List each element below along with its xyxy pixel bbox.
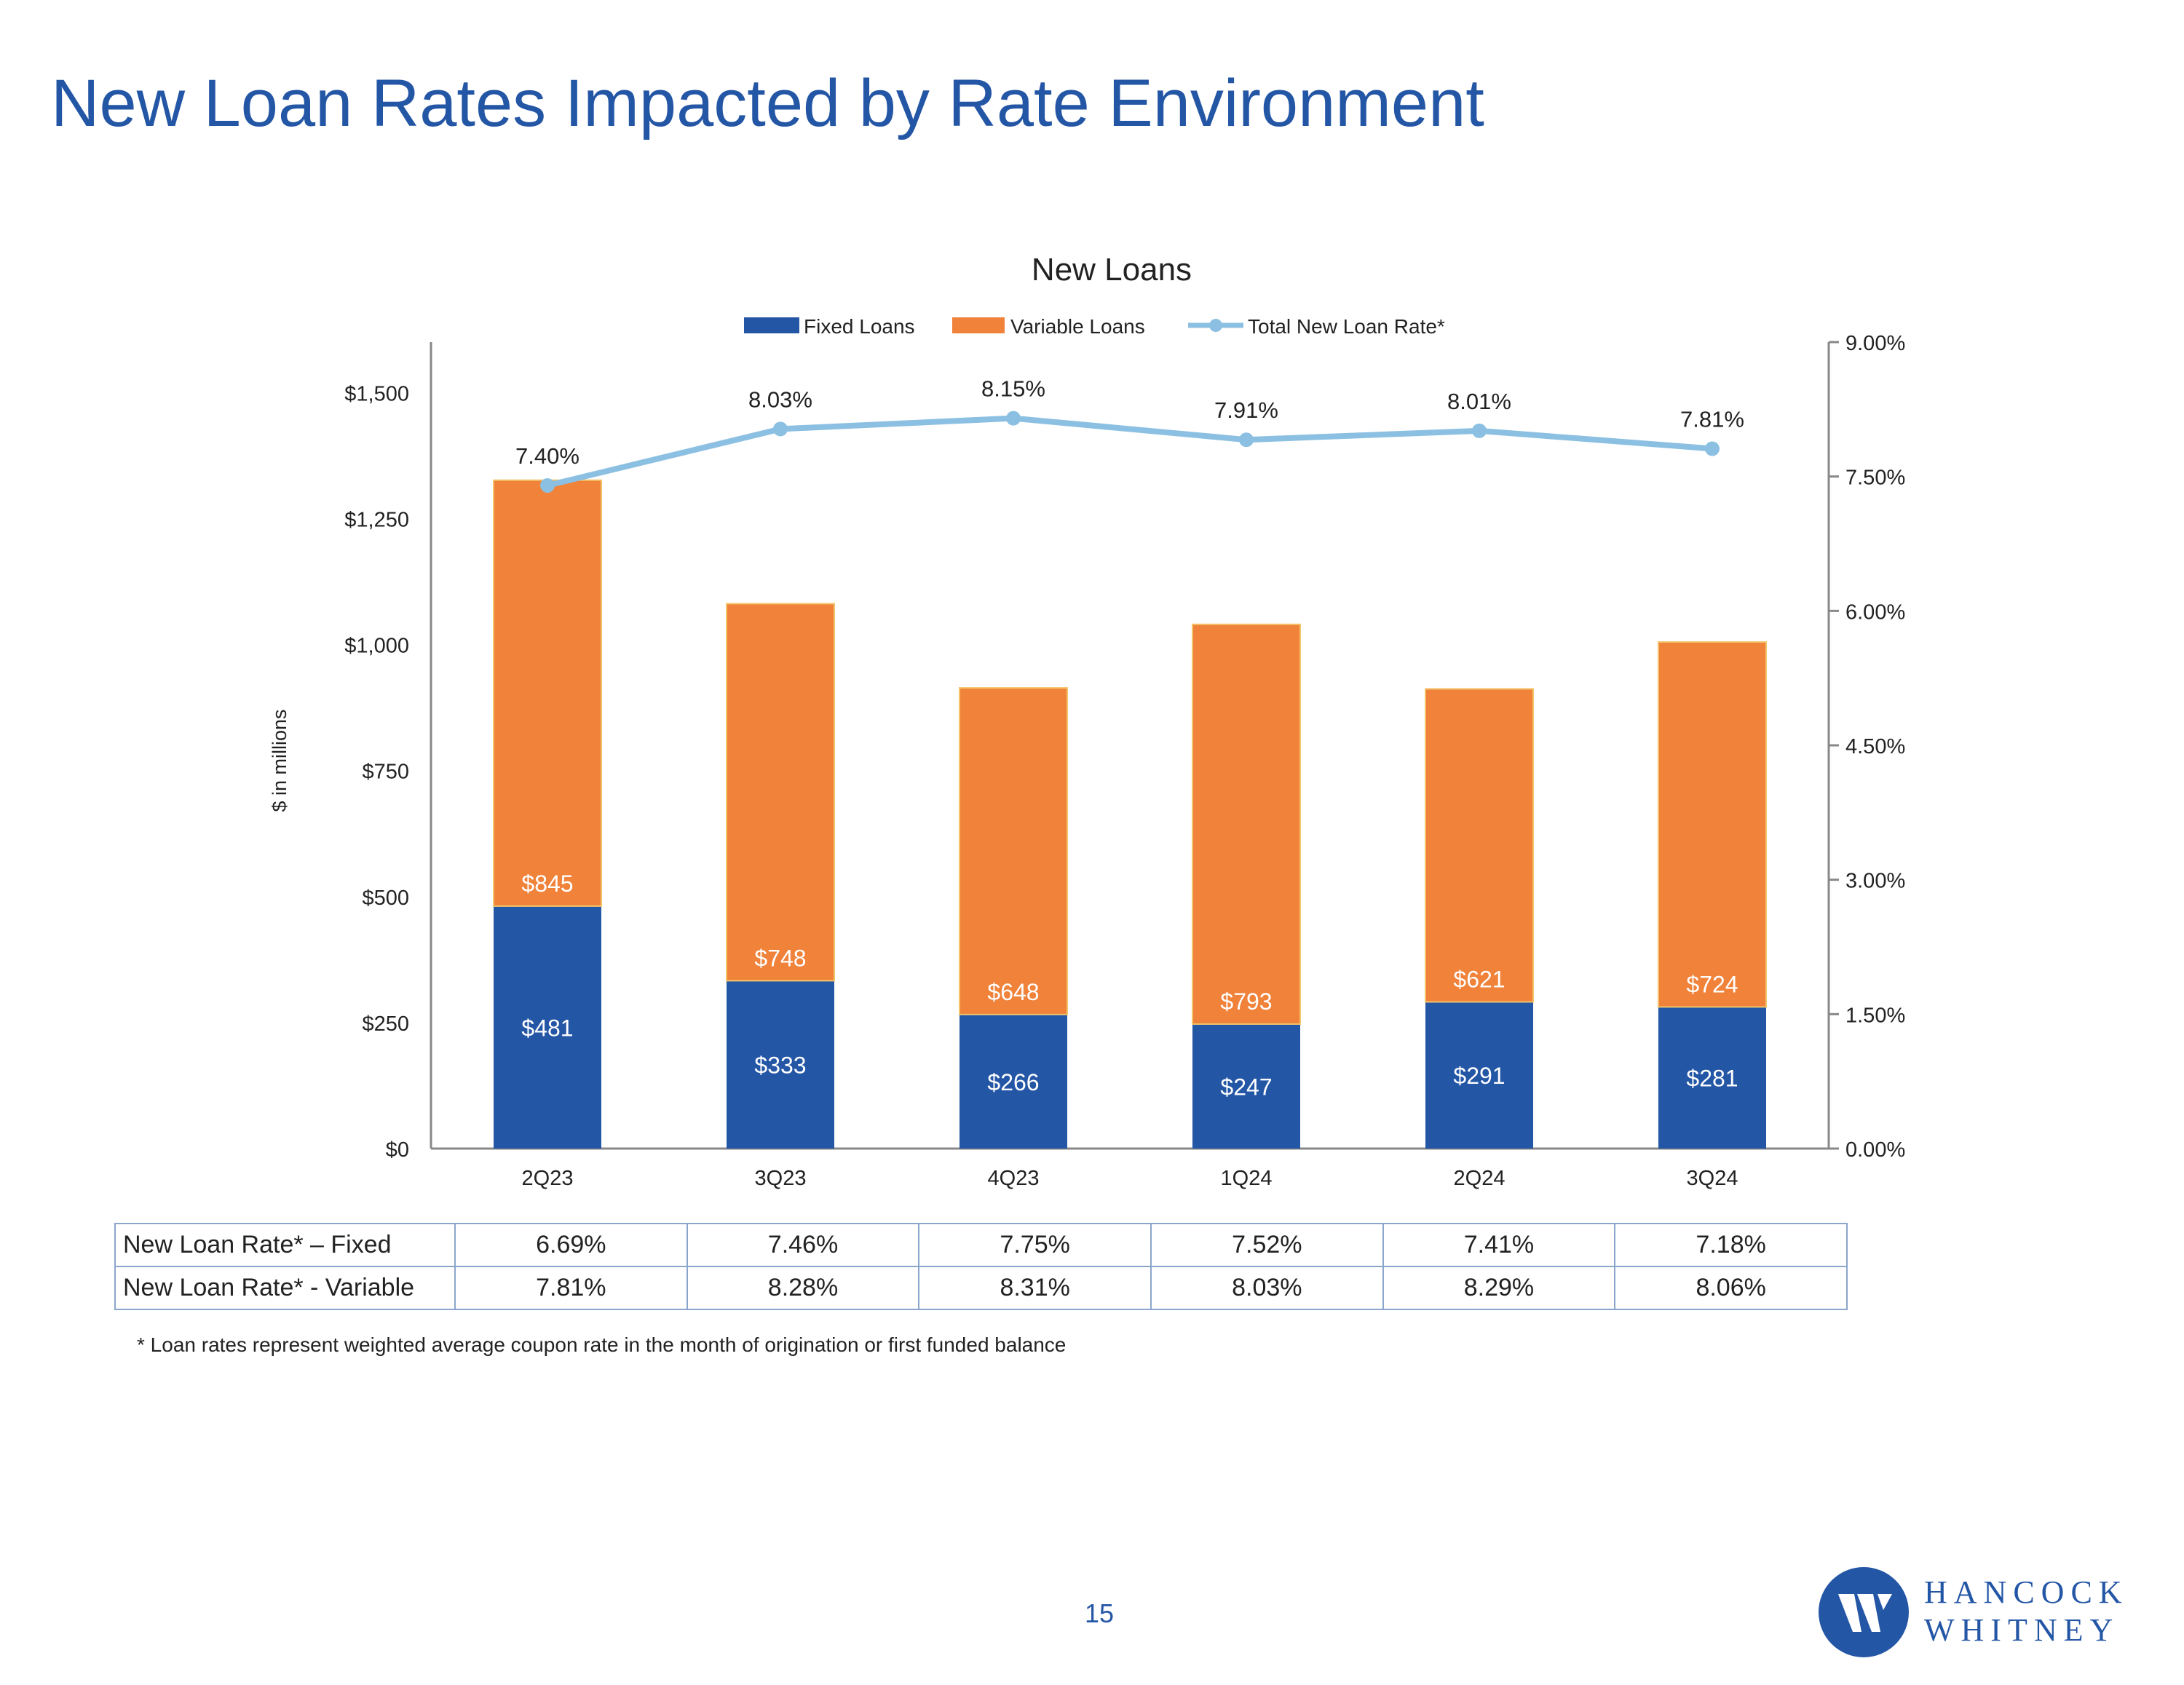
table-cell: 7.81% [454,1266,688,1310]
table-cell: 7.75% [918,1223,1152,1267]
rate-point [1239,432,1254,448]
bar-variable [959,687,1068,1015]
table-row: New Loan Rate* – Fixed 6.69% 7.46% 7.75% 7.5… [114,1223,1848,1267]
y-axis-title: $ in millions [269,709,290,812]
bar-variable [1192,623,1301,1025]
legend-rate-marker [1209,319,1222,332]
bar-variable-label: $724 [1686,971,1738,997]
rate-point [773,421,788,437]
page-title: New Loan Rates Impacted by Rate Environm… [51,66,1484,140]
legend-fixed-label: Fixed Loans [804,315,915,338]
x-tick-label: 1Q24 [1221,1167,1273,1190]
x-tick-label: 4Q23 [988,1167,1040,1190]
y2-tick-label: 4.50% [1845,735,1905,758]
y-tick-label: $250 [362,1012,409,1036]
rate-label: 7.81% [1680,407,1744,432]
rate-label: 8.15% [981,376,1045,402]
y2-tick-label: 9.00% [1845,332,1905,355]
y-tick-label: $1,500 [344,382,409,405]
rate-label: 8.01% [1447,389,1511,414]
bar-variable [493,479,602,907]
bar-fixed [494,905,601,1149]
table-row-label: New Loan Rate* - Variable [114,1266,456,1310]
bar-fixed [727,980,834,1149]
y2-tick-label: 0.00% [1845,1138,1905,1162]
page-number: 15 [1084,1598,1115,1628]
rate-point [1705,441,1720,456]
x-tick-label: 2Q23 [522,1167,574,1190]
x-tick-label: 3Q23 [755,1167,807,1190]
x-tick-label: 3Q24 [1687,1167,1738,1190]
table-cell: 7.52% [1150,1223,1384,1267]
table-cell: 7.18% [1614,1223,1848,1267]
rate-point [1472,423,1487,438]
y-tick-label: $500 [362,887,409,910]
bar-variable [726,603,835,982]
bar-variable [1425,688,1534,1003]
y-tick-label: $0 [386,1138,409,1162]
y2-tick-label: 7.50% [1845,467,1905,490]
x-tick-label: 2Q24 [1454,1167,1506,1190]
y2-tick-label: 6.00% [1845,600,1905,624]
legend-rate-label: Total New Loan Rate* [1248,315,1445,338]
bar-variable-label: $621 [1453,966,1505,992]
rate-label: 7.40% [515,443,579,469]
bar-variable-label: $845 [521,871,573,897]
rate-point [1006,411,1021,426]
bar-variable [1658,641,1767,1008]
bar-fixed [1192,1023,1300,1149]
logo-text-line1: HANCOCK [1924,1574,2129,1610]
bar-fixed [1425,1002,1533,1149]
footnote: * Loan rates represent weighted average … [137,1333,1067,1356]
table-cell: 8.03% [1150,1266,1384,1310]
table-cell: 6.69% [454,1223,688,1267]
table-cell: 7.41% [1382,1223,1616,1267]
legend-fixed-swatch [744,317,799,333]
bar-variable-label: $793 [1220,988,1272,1015]
bar-fixed-label: $281 [1686,1066,1738,1092]
bar-fixed [1658,1007,1766,1149]
bar-fixed [960,1014,1067,1149]
bar-fixed-label: $247 [1220,1074,1272,1100]
rate-line [547,415,1713,488]
bar-fixed-label: $333 [754,1052,806,1079]
logo-text-line2: WHITNEY [1924,1612,2120,1648]
table-cell: 8.31% [918,1266,1152,1310]
rate-label: 7.91% [1214,397,1278,423]
bar-variable-label: $648 [987,979,1039,1005]
legend-variable-label: Variable Loans [1010,315,1145,338]
y-tick-label: $750 [362,761,409,784]
bar-fixed-label: $291 [1453,1063,1505,1089]
table-cell: 7.46% [686,1223,920,1267]
table-row: New Loan Rate* - Variable 7.81% 8.28% 8.31%… [114,1266,1848,1310]
loan-rate-table: New Loan Rate* – Fixed 6.69% 7.46% 7.75% 7.5… [114,1223,1848,1310]
legend-variable-swatch [952,317,1005,333]
bar-variable-label: $748 [754,945,806,971]
y-tick-label: $1,250 [344,508,409,531]
y-tick-label: $1,000 [344,635,409,658]
rate-point [540,477,555,493]
bar-fixed-label: $266 [987,1069,1039,1095]
bar-fixed-label: $481 [521,1015,573,1041]
hancock-whitney-logo: HANCOCK WHITNEY [1816,1565,2129,1660]
table-cell: 8.29% [1382,1266,1616,1310]
table-cell: 8.06% [1614,1266,1848,1310]
y2-tick-label: 1.50% [1845,1004,1905,1027]
table-row-label: New Loan Rate* – Fixed [114,1223,456,1267]
chart-title: New Loans [1032,252,1192,288]
rate-label: 8.03% [748,386,812,412]
y2-tick-label: 3.00% [1845,870,1905,893]
hw-logo-icon [1819,1567,1909,1657]
table-cell: 8.28% [686,1266,920,1310]
new-loans-chart: New Loans Fixed Loans Variable Loans Total … [269,252,1905,1190]
